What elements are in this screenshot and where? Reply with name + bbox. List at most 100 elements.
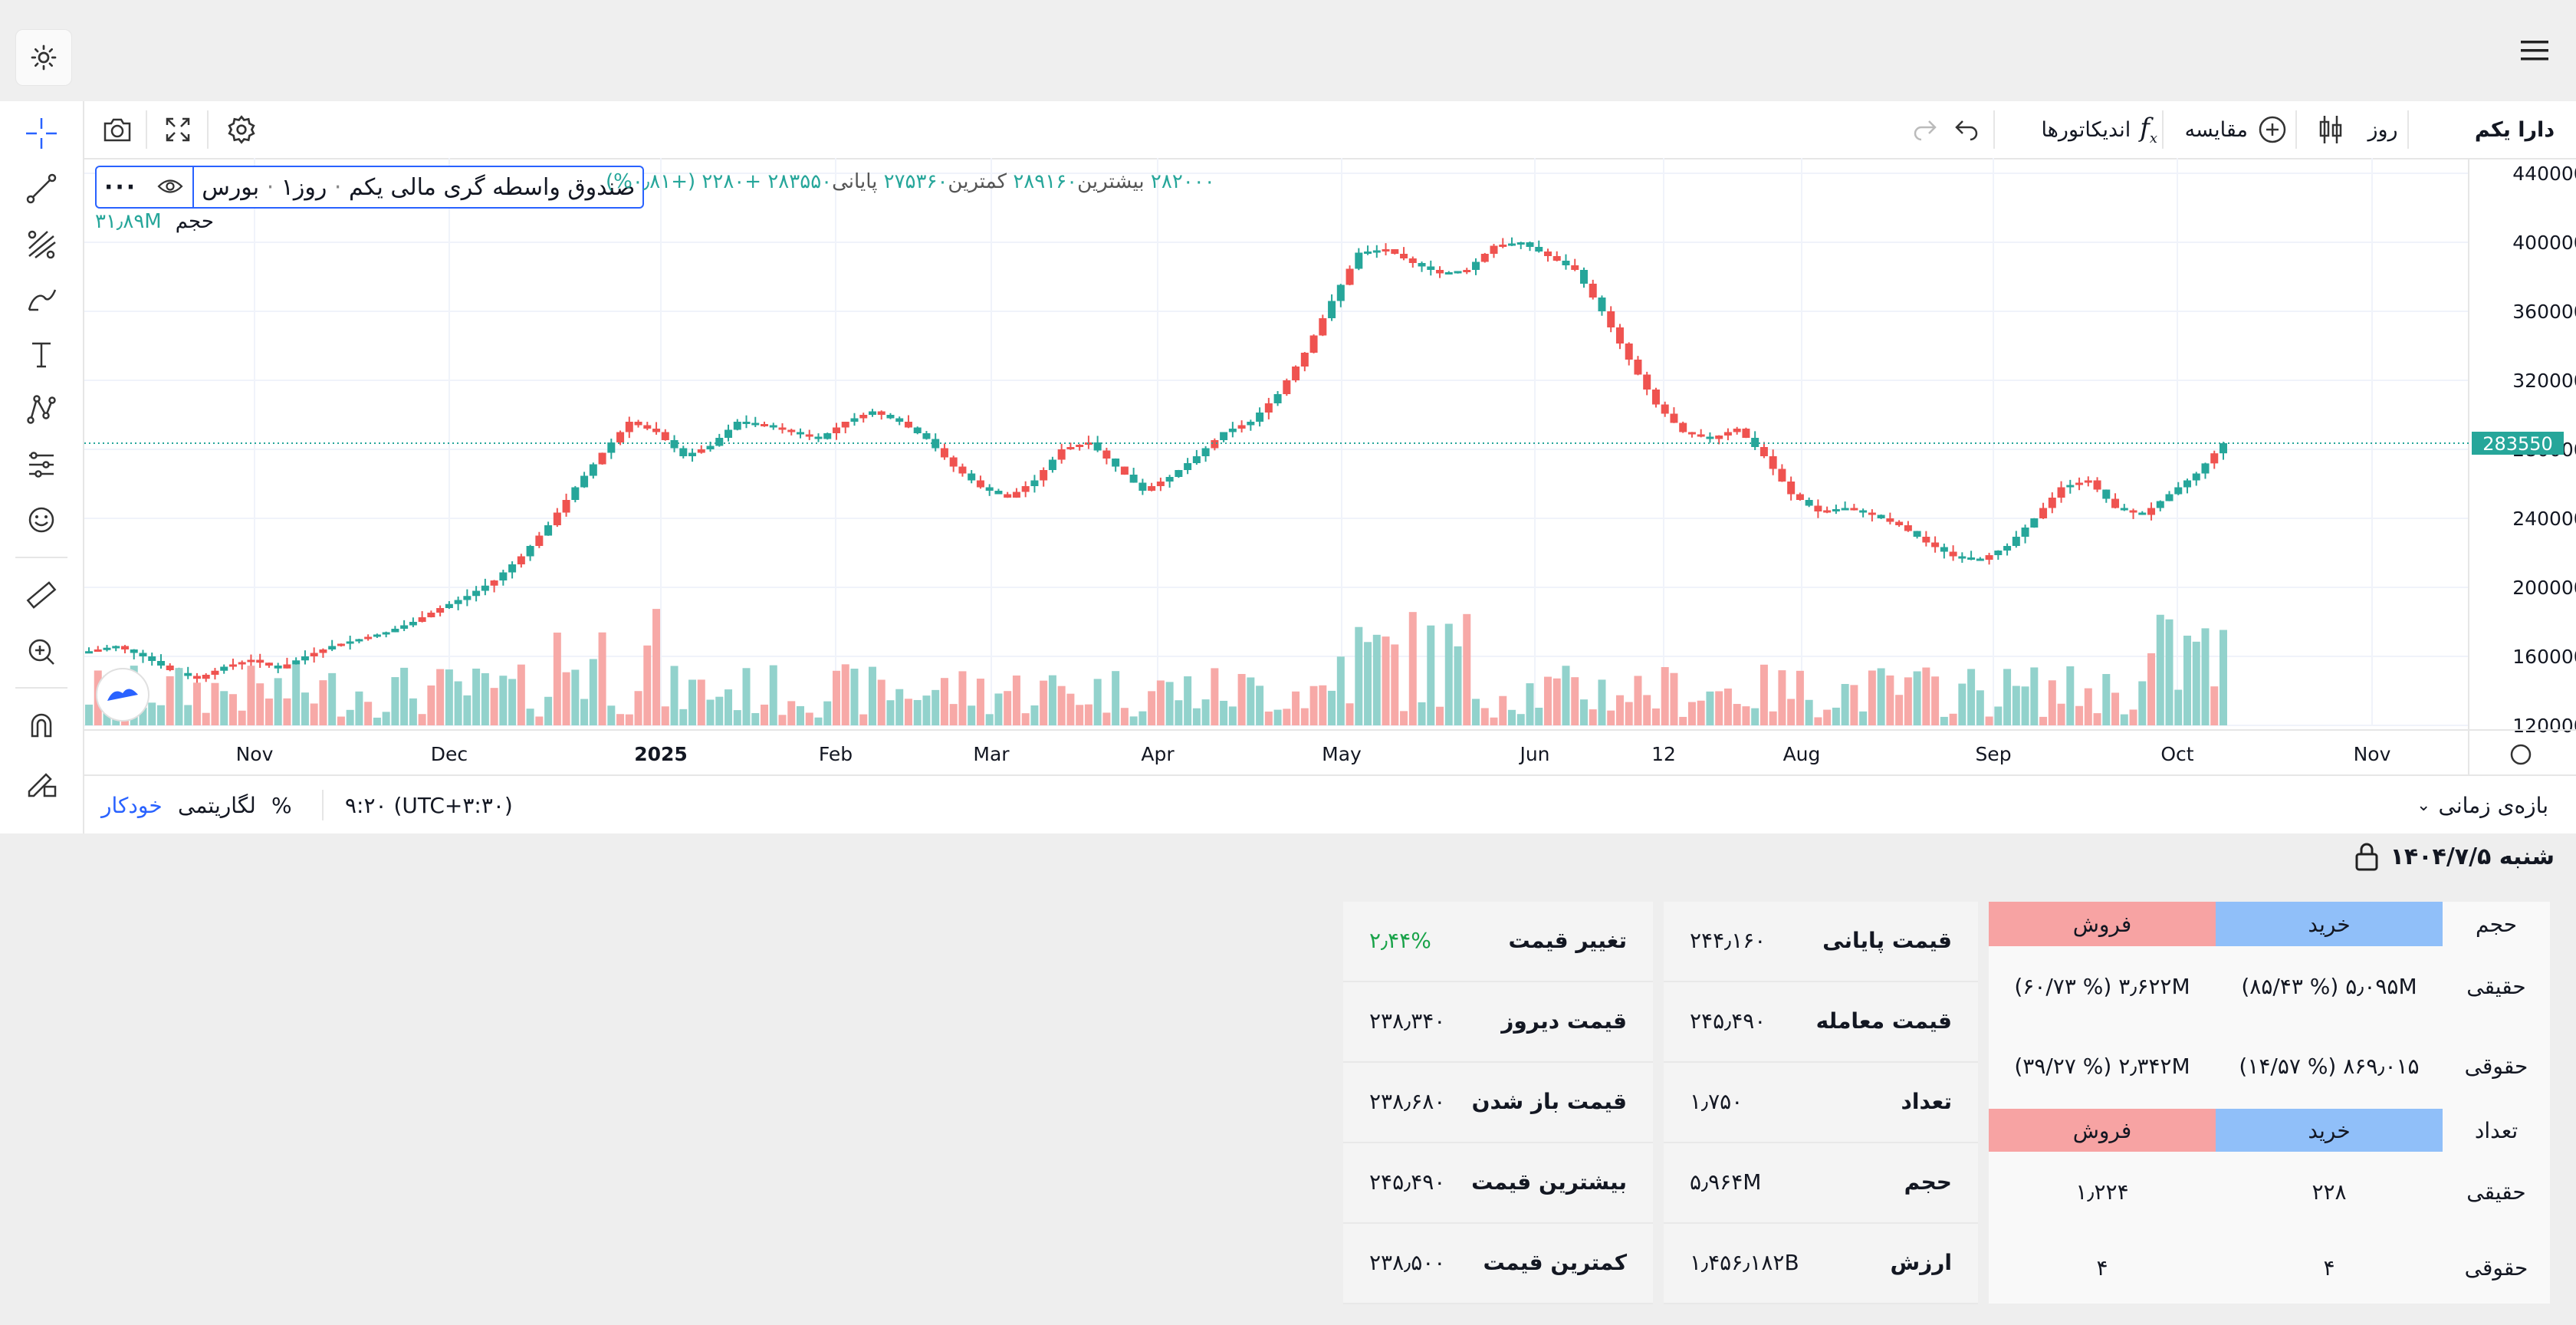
emoji-tool[interactable] — [14, 495, 69, 544]
volume-bar — [1994, 706, 2003, 725]
candle-body — [922, 433, 931, 439]
volume-bar — [1427, 625, 1435, 725]
volume-bar — [1976, 690, 1984, 725]
candle-body — [1030, 480, 1039, 486]
table_mid-value: ۲۴۵٫۴۹۰ — [1690, 1008, 1766, 1034]
volume-bar — [562, 672, 570, 725]
volume-bar — [1823, 709, 1832, 725]
candle-body — [364, 636, 373, 639]
candle-body — [1066, 447, 1075, 449]
volume-bar — [2192, 641, 2200, 725]
candle-body — [877, 411, 886, 415]
table_mid-label: ارزش — [1890, 1250, 1952, 1275]
volume-bar — [1670, 672, 1678, 725]
candle-body — [895, 418, 904, 422]
main-menu-button[interactable] — [2512, 28, 2558, 74]
volume-bar — [328, 672, 337, 725]
interval-button[interactable]: روز — [2358, 101, 2407, 158]
date-range-button[interactable]: بازه‌ی زمانی ⌄ — [2417, 776, 2548, 834]
volume-bar — [1931, 676, 1940, 725]
lock-icon[interactable] — [2354, 842, 2380, 871]
table_left-value: ۲٫۴۴% — [1369, 928, 1431, 953]
row-legal-buy: (۱۴/۵۷ %) ۸۶۹٫۰۱۵ — [2239, 1053, 2420, 1079]
volume-bar — [427, 685, 435, 725]
volume-bar — [742, 668, 751, 725]
candle-body — [1436, 270, 1444, 274]
fx-icon: fx — [2140, 113, 2157, 146]
prediction-tool[interactable] — [14, 440, 69, 489]
volume-bar — [2138, 681, 2147, 725]
candle-body — [1408, 258, 1417, 263]
candle-body — [1940, 547, 1948, 552]
symbol-search-button[interactable]: دارا یکم — [2461, 101, 2568, 158]
volume-bar — [1562, 666, 1570, 725]
table_mid-label: قیمت پایانی — [1822, 928, 1952, 953]
candle-body — [1256, 413, 1264, 422]
volume-bar — [823, 701, 832, 725]
candle-body — [571, 487, 580, 500]
text-tool[interactable] — [14, 330, 69, 379]
pattern-tool[interactable] — [14, 385, 69, 434]
candle-body — [976, 480, 984, 488]
volume-bar — [724, 689, 733, 725]
compare-button[interactable]: مقایسه — [2173, 101, 2288, 158]
candle-body — [1823, 510, 1832, 513]
magnet-tool[interactable] — [14, 701, 69, 750]
volume-bar — [1589, 709, 1597, 725]
volume-bar — [841, 664, 849, 725]
log-label: لگاریتمی — [178, 792, 256, 818]
fullscreen-button[interactable] — [152, 101, 204, 158]
screenshot-button[interactable] — [92, 101, 143, 158]
more-options-icon[interactable]: ··· — [104, 173, 138, 201]
row-legal-count-label: حقوقی — [2464, 1254, 2528, 1281]
candle-body — [1994, 551, 2003, 555]
candle-body — [1391, 249, 1399, 254]
candle-body — [454, 600, 462, 604]
candle-body — [1336, 284, 1345, 301]
ruler-icon — [26, 581, 57, 609]
undo-button[interactable] — [1947, 101, 1986, 158]
fib-tool[interactable] — [14, 219, 69, 268]
measure-tool[interactable] — [14, 570, 69, 620]
settings-button[interactable] — [215, 101, 268, 158]
volume-bar — [1877, 668, 1885, 725]
volume-bar — [607, 705, 616, 725]
volume-bar — [1129, 716, 1138, 725]
candle-body — [382, 632, 390, 635]
theme-toggle-button[interactable] — [15, 29, 72, 86]
x-tick-label: May — [1322, 743, 1362, 765]
volume-bar — [1283, 709, 1291, 725]
volume-bar — [211, 682, 219, 725]
candle-body — [553, 512, 561, 525]
percent-scale-button[interactable]: % — [271, 776, 292, 834]
candles-icon — [2319, 116, 2342, 143]
zoom-tool[interactable] — [14, 627, 69, 676]
volume-bar — [1723, 688, 1732, 725]
candle-body — [1076, 445, 1084, 447]
chart-type-button[interactable] — [2308, 101, 2354, 158]
visibility-toggle[interactable] — [148, 174, 192, 201]
candle-body — [751, 422, 760, 426]
volume-bar — [1040, 680, 1048, 725]
crosshair-tool[interactable] — [14, 109, 69, 158]
table_mid-value: ۱٫۴۵۶٫۱۸۲B — [1690, 1250, 1799, 1275]
volume-bar — [1751, 708, 1760, 725]
brush-tool[interactable] — [14, 275, 69, 324]
redo-button[interactable] — [1906, 101, 1944, 158]
volume-bar — [1913, 671, 1921, 725]
auto-scale-button[interactable]: خودکار — [101, 776, 163, 834]
x-tick-label: Nov — [2354, 743, 2391, 765]
lock-drawings-tool[interactable] — [14, 758, 69, 807]
timezone-button[interactable]: ۹:۲۰ (UTC+۳:۳۰) — [345, 776, 513, 834]
trendline-tool[interactable] — [14, 164, 69, 213]
volume-bar — [2201, 628, 2210, 725]
x-tick-label: Dec — [431, 743, 468, 765]
volume-bar — [1508, 709, 1516, 725]
indicators-button[interactable]: fx اندیکاتورها — [2004, 101, 2157, 158]
price-chart[interactable]: 4400004000003600003200002800002400002000… — [84, 158, 2576, 774]
row-real-count-sell: ۱٫۲۲۴ — [2075, 1179, 2129, 1205]
log-scale-button[interactable]: لگاریتمی — [178, 776, 256, 834]
x-tick-label: Oct — [2160, 743, 2193, 765]
series-legend[interactable]: صندوق واسطه گری مالی یکم · روز۱ · بورس ·… — [95, 166, 645, 209]
candle-body — [1319, 318, 1327, 336]
